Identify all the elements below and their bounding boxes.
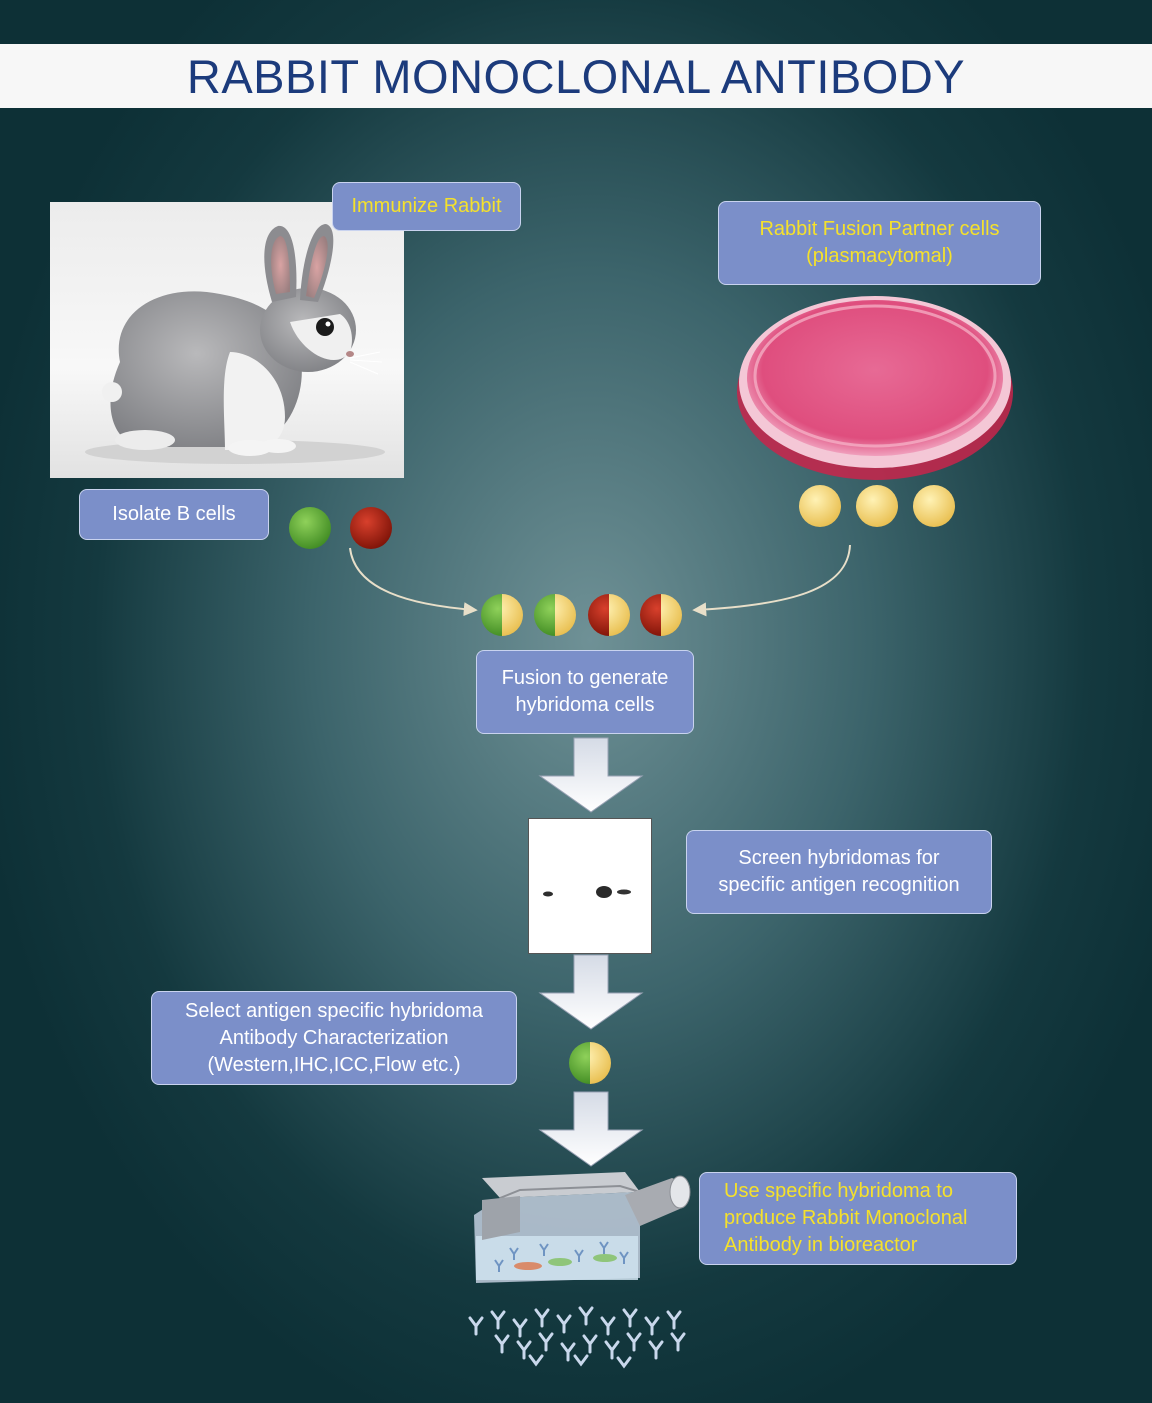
b-cell-red bbox=[350, 507, 392, 549]
title-bar: RABBIT MONOCLONAL ANTIBODY bbox=[0, 44, 1152, 108]
down-arrow bbox=[538, 737, 644, 813]
partner-cell bbox=[799, 485, 841, 527]
blot-bands bbox=[543, 886, 631, 898]
rabbit-illustration bbox=[85, 224, 385, 464]
fusion-step-label: Fusion to generate hybridoma cells bbox=[476, 650, 694, 734]
hybridoma-cell bbox=[588, 594, 630, 636]
antibody-cloud bbox=[468, 1306, 686, 1369]
hybridoma-cell bbox=[640, 594, 682, 636]
immunize-rabbit-label: Immunize Rabbit bbox=[332, 182, 521, 231]
hybridoma-cell bbox=[481, 594, 523, 636]
down-arrow bbox=[538, 1091, 644, 1167]
petri-dish bbox=[737, 296, 1013, 480]
selected-hybridoma-cell bbox=[569, 1042, 611, 1084]
partner-cell bbox=[856, 485, 898, 527]
b-cell-green bbox=[289, 507, 331, 549]
curved-arrow-left bbox=[349, 547, 478, 617]
bioreactor bbox=[474, 1172, 691, 1283]
partner-cell bbox=[913, 485, 955, 527]
curved-arrow-right bbox=[692, 544, 851, 617]
screen-step-label: Screen hybridomas for specific antigen r… bbox=[686, 830, 992, 914]
rabbit-photo bbox=[50, 202, 404, 478]
produce-step-label: Use specific hybridoma to produce Rabbit… bbox=[699, 1172, 1017, 1265]
western-blot bbox=[528, 818, 652, 954]
page-title: RABBIT MONOCLONAL ANTIBODY bbox=[186, 49, 966, 103]
fusion-partner-label: Rabbit Fusion Partner cells (plasmacytom… bbox=[718, 201, 1041, 285]
down-arrow bbox=[538, 954, 644, 1030]
isolate-b-cells-label: Isolate B cells bbox=[79, 489, 269, 540]
hybridoma-cell bbox=[534, 594, 576, 636]
select-step-label: Select antigen specific hybridoma Antibo… bbox=[151, 991, 517, 1085]
